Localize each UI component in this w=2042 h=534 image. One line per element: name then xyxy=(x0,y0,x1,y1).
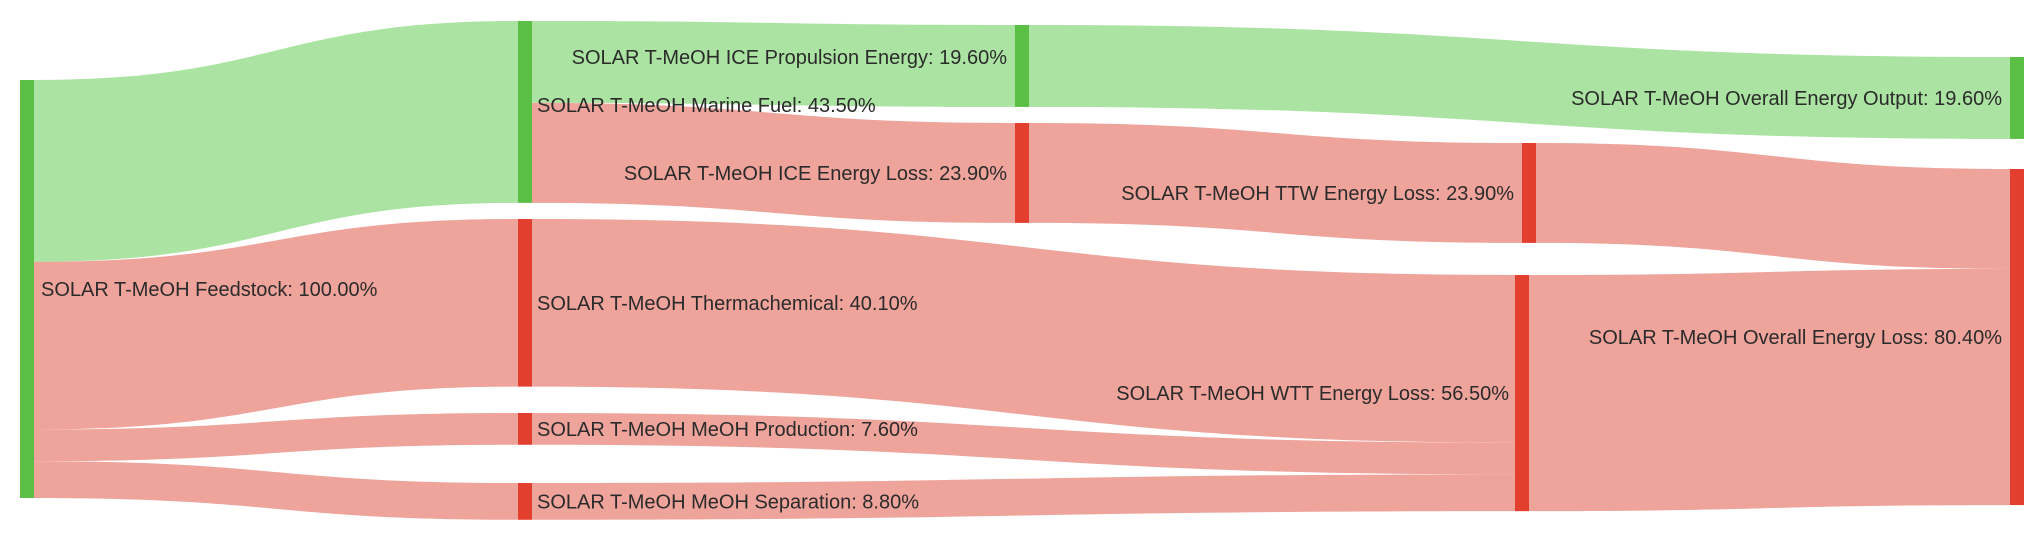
link-thermochemical-to-wtt_loss xyxy=(532,219,1515,443)
link-feedstock-to-marine_fuel xyxy=(34,21,518,262)
node-thermochemical xyxy=(518,219,532,387)
sankey-labels: SOLAR T-MeOH Feedstock: 100.00% SOLAR T-… xyxy=(41,47,2002,513)
label-meoh-separation: SOLAR T-MeOH MeOH Separation: 8.80% xyxy=(537,491,919,513)
link-feedstock-to-meoh_production xyxy=(34,413,518,462)
node-marine-fuel xyxy=(518,21,532,203)
label-thermochemical: SOLAR T-MeOH Thermachemical: 40.10% xyxy=(537,293,918,315)
link-wtt_loss-to-overall_loss xyxy=(1529,268,2010,512)
sankey-links xyxy=(34,21,2010,520)
node-ice-propulsion xyxy=(1015,25,1029,107)
node-overall-loss xyxy=(2010,169,2024,506)
node-ice-loss xyxy=(1015,123,1029,223)
node-ttw-loss xyxy=(1522,143,1536,243)
link-feedstock-to-thermochemical xyxy=(34,219,518,430)
label-ice-loss: SOLAR T-MeOH ICE Energy Loss: 23.90% xyxy=(624,163,1007,185)
node-wtt-loss xyxy=(1515,275,1529,512)
link-feedstock-to-meoh_separation xyxy=(34,461,518,520)
label-marine-fuel: SOLAR T-MeOH Marine Fuel: 43.50% xyxy=(537,95,876,117)
link-marine_fuel-to-ice_loss xyxy=(532,102,1015,223)
node-feedstock xyxy=(20,80,34,498)
link-meoh_production-to-wtt_loss xyxy=(532,413,1515,475)
label-overall-output: SOLAR T-MeOH Overall Energy Output: 19.6… xyxy=(1571,88,2002,110)
link-meoh_separation-to-wtt_loss xyxy=(532,474,1515,520)
node-meoh-production xyxy=(518,413,532,445)
label-meoh-production: SOLAR T-MeOH MeOH Production: 7.60% xyxy=(537,419,918,441)
link-marine_fuel-to-ice_propulsion xyxy=(532,21,1015,107)
link-ice_propulsion-to-overall_output xyxy=(1029,25,2010,139)
link-ice_loss-to-ttw_loss xyxy=(1029,123,1522,243)
link-ttw_loss-to-overall_loss xyxy=(1536,143,2010,269)
label-feedstock: SOLAR T-MeOH Feedstock: 100.00% xyxy=(41,279,378,301)
label-wtt-loss: SOLAR T-MeOH WTT Energy Loss: 56.50% xyxy=(1116,383,1509,405)
node-overall-output xyxy=(2010,57,2024,139)
label-ice-propulsion: SOLAR T-MeOH ICE Propulsion Energy: 19.6… xyxy=(572,47,1008,69)
sankey-nodes xyxy=(20,21,2024,520)
label-ttw-loss: SOLAR T-MeOH TTW Energy Loss: 23.90% xyxy=(1121,183,1514,205)
node-meoh-separation xyxy=(518,483,532,520)
label-overall-loss: SOLAR T-MeOH Overall Energy Loss: 80.40% xyxy=(1589,327,2002,349)
